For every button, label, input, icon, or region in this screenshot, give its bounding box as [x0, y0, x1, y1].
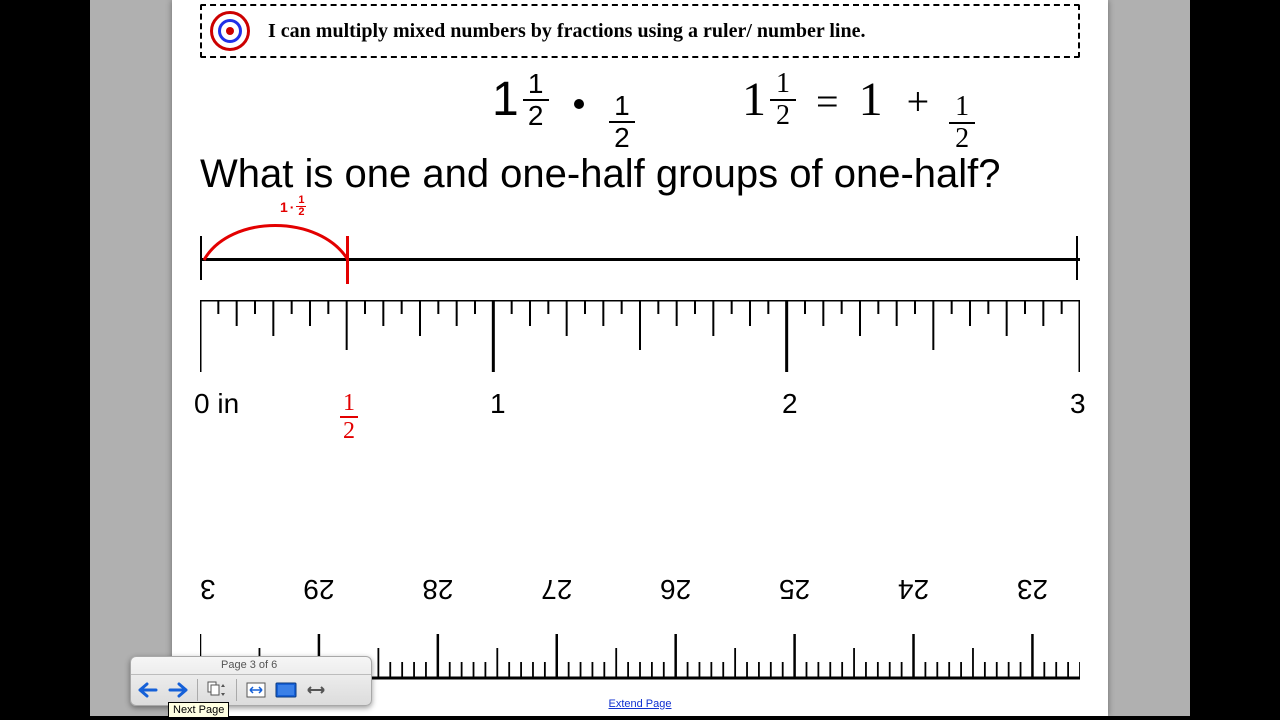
page-canvas[interactable]: I can multiply mixed numbers by fraction… — [172, 0, 1108, 716]
next-page-button[interactable] — [167, 679, 189, 701]
ruler-label-half-red: 1 2 — [340, 386, 358, 442]
numberline-tick-end — [1076, 236, 1078, 280]
letterbox-right — [1190, 0, 1280, 720]
ruler-label-2: 2 — [782, 388, 798, 420]
extend-page-link[interactable]: Extend Page — [609, 698, 672, 710]
ruler-label-3: 3 — [1070, 388, 1086, 420]
multiply-dot — [574, 99, 584, 109]
autofit-button[interactable] — [305, 679, 327, 701]
svg-text:29: 29 — [303, 574, 334, 605]
fullscreen-button[interactable] — [275, 679, 297, 701]
page-indicator: Page 3 of 6 — [131, 657, 371, 675]
target-icon — [210, 11, 250, 51]
equation-multiply: 1 1 2 1 2 — [492, 72, 635, 150]
svg-text:28: 28 — [422, 574, 453, 605]
toolbar-separator — [197, 679, 198, 701]
jump-arc — [200, 210, 360, 270]
fit-width-button[interactable] — [245, 679, 267, 701]
svg-text:25: 25 — [779, 574, 810, 605]
svg-text:26: 26 — [660, 574, 691, 605]
nav-toolbar: Page 3 of 6 — [130, 656, 372, 706]
toolbar-separator — [236, 679, 237, 701]
svg-text:27: 27 — [541, 574, 572, 605]
ruler-label-1: 1 — [490, 388, 506, 420]
svg-text:23: 23 — [1017, 574, 1048, 605]
objective-text: I can multiply mixed numbers by fraction… — [268, 20, 865, 43]
ruler-label-zero: 0 in — [194, 388, 239, 420]
svg-text:24: 24 — [898, 574, 929, 605]
letterbox-left — [0, 0, 90, 720]
objective-box: I can multiply mixed numbers by fraction… — [200, 4, 1080, 58]
eq-whole: 1 — [492, 72, 519, 127]
svg-text:30: 30 — [200, 574, 216, 605]
ruler-inches — [200, 300, 1080, 460]
equation-decompose: 1 1 2 = 1 + 1 2 — [742, 72, 975, 151]
prev-page-button[interactable] — [137, 679, 159, 701]
jump-arc-label: 1 · 1 2 — [280, 196, 306, 218]
tooltip: Next Page — [168, 702, 229, 718]
question-text: What is one and one-half groups of one-h… — [200, 152, 1001, 197]
page-sorter-button[interactable] — [206, 679, 228, 701]
document-viewer: I can multiply mixed numbers by fraction… — [90, 0, 1190, 716]
